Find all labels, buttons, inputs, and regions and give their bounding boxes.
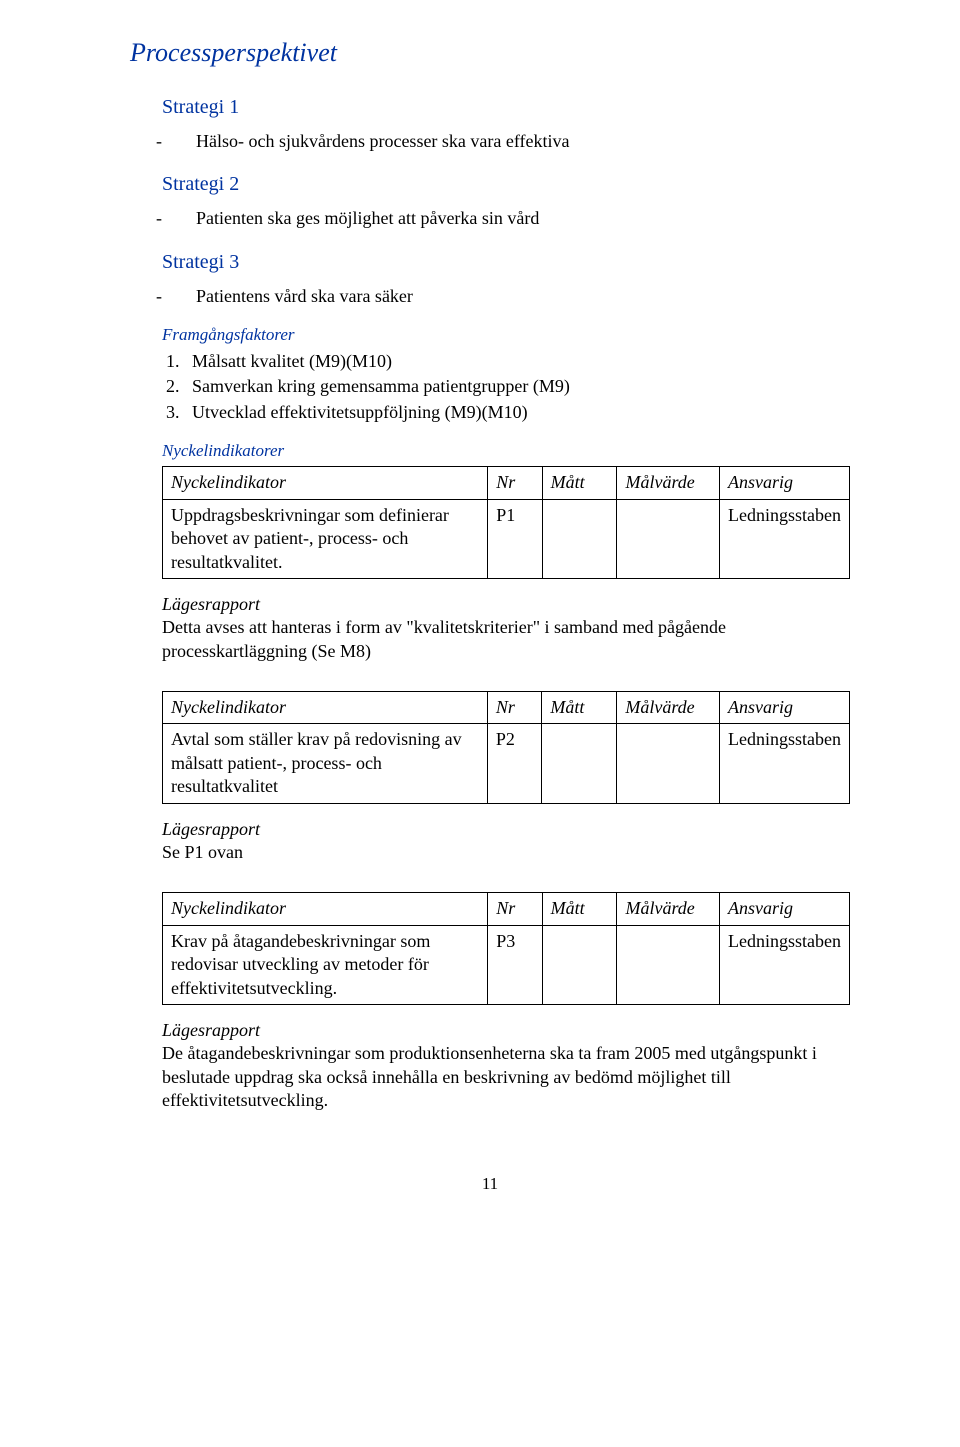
framgang-heading: Framgångsfaktorer (162, 324, 850, 346)
cell-matt (542, 925, 617, 1004)
nyckel-heading: Nyckelindikatorer (162, 440, 850, 462)
indicator-table-2: Nyckelindikator Nr Mått Målvärde Ansvari… (162, 691, 850, 804)
strategy-item-2: Patienten ska ges möjlighet att påverka … (162, 207, 850, 230)
framgang-list: Målsatt kvalitet (M9)(M10) Samverkan kri… (162, 350, 850, 424)
cell-nr: P3 (488, 925, 542, 1004)
lagesrapport-body-3: De åtagandebeskrivningar som produktions… (162, 1042, 850, 1112)
cell-matt (542, 724, 617, 803)
th-malvarde: Målvärde (617, 893, 720, 925)
th-indicator: Nyckelindikator (163, 893, 488, 925)
cell-ansvarig: Ledningsstaben (720, 925, 850, 1004)
indicator-table-3: Nyckelindikator Nr Mått Målvärde Ansvari… (162, 892, 850, 1005)
lagesrapport-body-1: Detta avses att hanteras i form av "kval… (162, 616, 850, 663)
cell-nr: P2 (487, 724, 541, 803)
cell-malvarde (617, 499, 720, 578)
th-nr: Nr (487, 692, 541, 724)
lagesrapport-label: Lägesrapport (162, 818, 850, 841)
th-matt: Mått (542, 893, 617, 925)
framgang-item: Utvecklad effektivitetsuppföljning (M9)(… (184, 401, 850, 424)
page-title: Processperspektivet (130, 36, 850, 70)
page-number: 11 (130, 1173, 850, 1195)
th-matt: Mått (542, 692, 617, 724)
cell-desc: Krav på åtagandebeskrivningar som redovi… (163, 925, 488, 1004)
table-row: Uppdragsbeskrivningar som definierar beh… (163, 499, 850, 578)
th-ansvarig: Ansvarig (719, 692, 849, 724)
strategy-item-1: Hälso- och sjukvårdens processer ska var… (162, 130, 850, 153)
th-nr: Nr (488, 893, 542, 925)
strategy-heading-2: Strategi 2 (162, 171, 850, 197)
th-ansvarig: Ansvarig (720, 893, 850, 925)
th-nr: Nr (488, 467, 542, 499)
cell-malvarde (617, 724, 720, 803)
cell-malvarde (617, 925, 720, 1004)
th-malvarde: Målvärde (617, 467, 720, 499)
table-row: Krav på åtagandebeskrivningar som redovi… (163, 925, 850, 1004)
lagesrapport-label: Lägesrapport (162, 1019, 850, 1042)
th-matt: Mått (542, 467, 617, 499)
table-row: Avtal som ställer krav på redovisning av… (163, 724, 850, 803)
content-body: Strategi 1 Hälso- och sjukvårdens proces… (162, 94, 850, 1113)
cell-ansvarig: Ledningsstaben (719, 724, 849, 803)
strategy-heading-1: Strategi 1 (162, 94, 850, 120)
strategy-item-3: Patientens vård ska vara säker (162, 285, 850, 308)
th-indicator: Nyckelindikator (163, 467, 488, 499)
strategy-heading-3: Strategi 3 (162, 249, 850, 275)
cell-desc: Avtal som ställer krav på redovisning av… (163, 724, 488, 803)
cell-desc: Uppdragsbeskrivningar som definierar beh… (163, 499, 488, 578)
framgang-item: Samverkan kring gemensamma patientgruppe… (184, 375, 850, 398)
th-ansvarig: Ansvarig (719, 467, 849, 499)
th-malvarde: Målvärde (617, 692, 720, 724)
cell-matt (542, 499, 617, 578)
lagesrapport-label: Lägesrapport (162, 593, 850, 616)
cell-nr: P1 (488, 499, 542, 578)
cell-ansvarig: Ledningsstaben (719, 499, 849, 578)
th-indicator: Nyckelindikator (163, 692, 488, 724)
indicator-table-1: Nyckelindikator Nr Mått Målvärde Ansvari… (162, 466, 850, 579)
lagesrapport-body-2: Se P1 ovan (162, 841, 850, 864)
framgang-item: Målsatt kvalitet (M9)(M10) (184, 350, 850, 373)
